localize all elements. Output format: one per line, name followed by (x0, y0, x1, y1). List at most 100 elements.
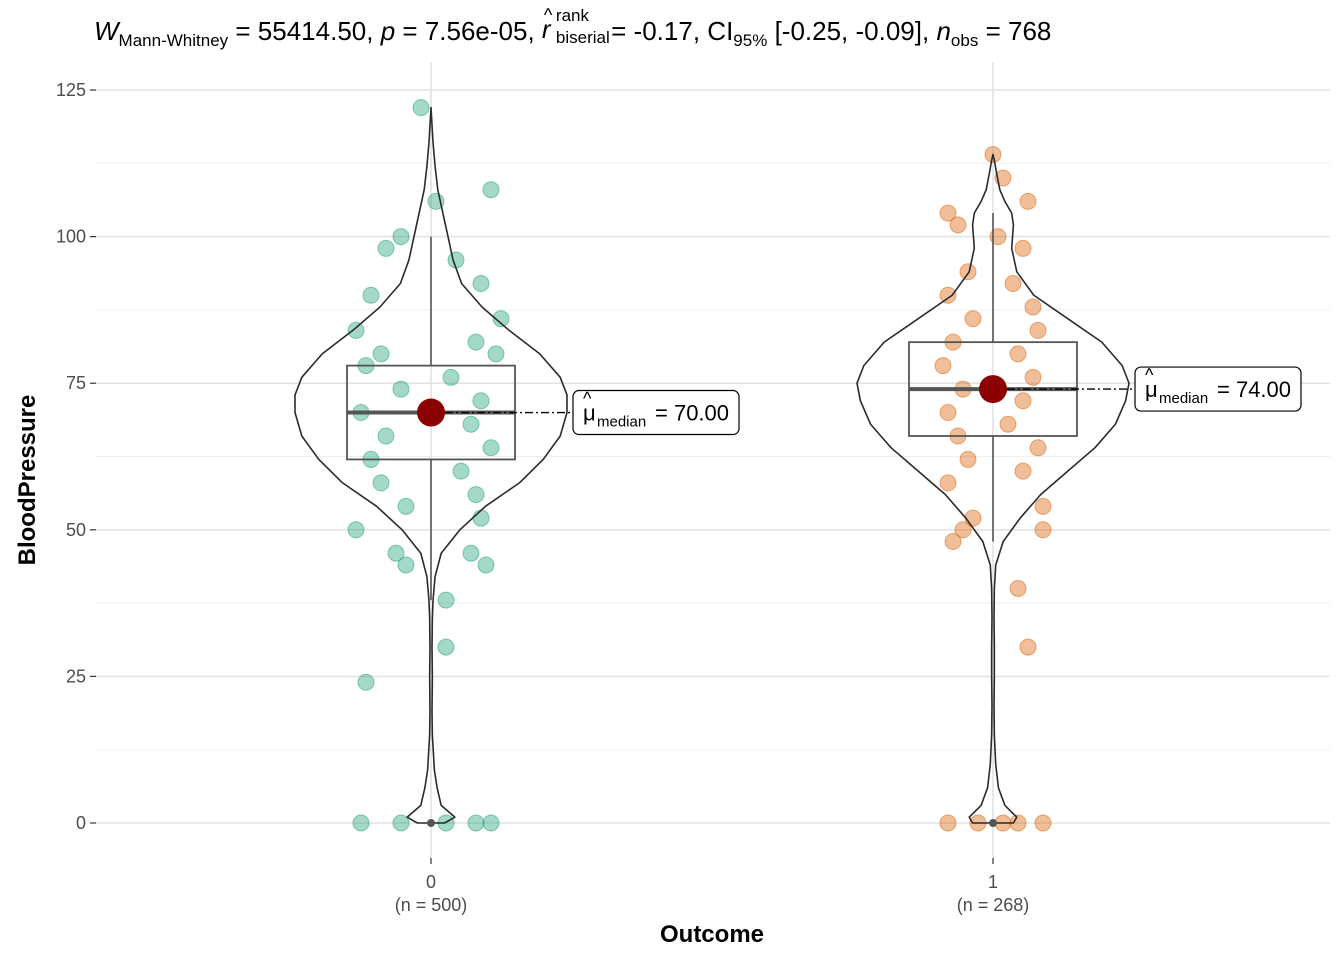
data-point (372, 345, 390, 363)
data-point (482, 181, 500, 199)
data-point (1034, 497, 1052, 515)
data-point (1034, 521, 1052, 539)
data-point (472, 275, 490, 293)
n-subscript: obs (950, 31, 979, 50)
n-value: = 768 (985, 16, 1052, 46)
data-point (1024, 298, 1042, 316)
data-point (362, 286, 380, 304)
data-point (1034, 814, 1052, 832)
data-point (462, 415, 480, 433)
chart-title: WMann-Whitney = 55414.50, p = 7.56e-05, … (94, 5, 1052, 51)
data-point (412, 99, 430, 117)
data-point (939, 204, 957, 222)
data-point (397, 556, 415, 574)
data-point (964, 310, 982, 328)
median-label-box (572, 389, 740, 436)
data-point (939, 814, 957, 832)
r-symbol-stack: r ^ rank biserial (542, 5, 610, 47)
data-point (1014, 239, 1032, 257)
data-point (1019, 192, 1037, 210)
outlier-dot (989, 819, 997, 827)
r-subscript: biserial (555, 28, 610, 47)
outlier-dot (427, 819, 435, 827)
p-symbol: p (380, 16, 396, 46)
data-point (934, 357, 952, 375)
data-point (392, 228, 410, 246)
data-point (392, 814, 410, 832)
y-axis-title: BloodPressure (14, 395, 41, 566)
data-point (482, 814, 500, 832)
x-count-label: (n = 268) (957, 895, 1030, 915)
median-label-subscript: median (1159, 390, 1208, 407)
data-point (347, 521, 365, 539)
w-subscript: Mann-Whitney (118, 31, 229, 50)
data-point (1009, 579, 1027, 597)
data-point (487, 345, 505, 363)
data-point (472, 392, 490, 410)
data-point (1019, 638, 1037, 656)
data-point (387, 544, 405, 562)
data-point (467, 814, 485, 832)
data-point (949, 216, 967, 234)
median-label-hat-icon: ^ (583, 389, 592, 409)
ci-subscript: 95% (733, 31, 768, 50)
y-tick-label: 100 (56, 227, 86, 247)
data-point (1029, 439, 1047, 457)
data-point (954, 521, 972, 539)
data-point (1029, 321, 1047, 339)
data-point (437, 591, 455, 609)
data-point (372, 474, 390, 492)
data-point (959, 263, 977, 281)
violin-outline (294, 106, 568, 824)
data-point (939, 404, 957, 422)
grid-lines (96, 62, 1330, 858)
data-point (377, 239, 395, 257)
violin-outline (856, 153, 1130, 824)
group-0: 0 (n = 500) μ^ median = 70.00 (294, 99, 740, 915)
data-point (477, 556, 495, 574)
data-point (352, 814, 370, 832)
group-1: 1 (n = 268) μ^ median = 74.00 (856, 146, 1302, 915)
p-value: = 7.56e-05, (402, 16, 535, 46)
data-point (442, 368, 460, 386)
x-axis-title: Outcome (660, 921, 764, 948)
data-point (377, 427, 395, 445)
data-point (1004, 275, 1022, 293)
x-tick-label: 1 (988, 872, 998, 892)
r-superscript: rank (555, 6, 589, 25)
median-label-box (1134, 366, 1302, 412)
data-point (1014, 462, 1032, 480)
data-point (472, 509, 490, 527)
data-point (437, 638, 455, 656)
median-label-hat-icon: ^ (1145, 365, 1154, 385)
r-symbol: r (541, 14, 551, 44)
data-point (989, 228, 1007, 246)
median-point (979, 375, 1007, 404)
data-point (467, 333, 485, 351)
data-point (999, 415, 1017, 433)
data-point (452, 462, 470, 480)
data-point (939, 286, 957, 304)
data-point (447, 251, 465, 269)
w-symbol: W (94, 16, 119, 46)
x-count-label: (n = 500) (395, 895, 468, 915)
x-tick-label: 0 (426, 872, 436, 892)
median-label-value: = 74.00 (1217, 377, 1291, 402)
data-point (482, 439, 500, 457)
data-point (462, 544, 480, 562)
median-point (417, 398, 445, 427)
data-point (357, 673, 375, 691)
ci-symbol: CI (707, 16, 734, 46)
data-point (392, 380, 410, 398)
median-label-symbol: μ (1145, 377, 1158, 402)
data-point (1014, 392, 1032, 410)
data-point (397, 497, 415, 515)
data-point (492, 310, 510, 328)
median-label-symbol: μ (583, 401, 596, 426)
data-point (939, 474, 957, 492)
w-value: = 55414.50, (235, 16, 374, 46)
y-tick-label: 25 (66, 666, 86, 686)
data-point (1024, 368, 1042, 386)
median-label-subscript: median (597, 414, 646, 431)
